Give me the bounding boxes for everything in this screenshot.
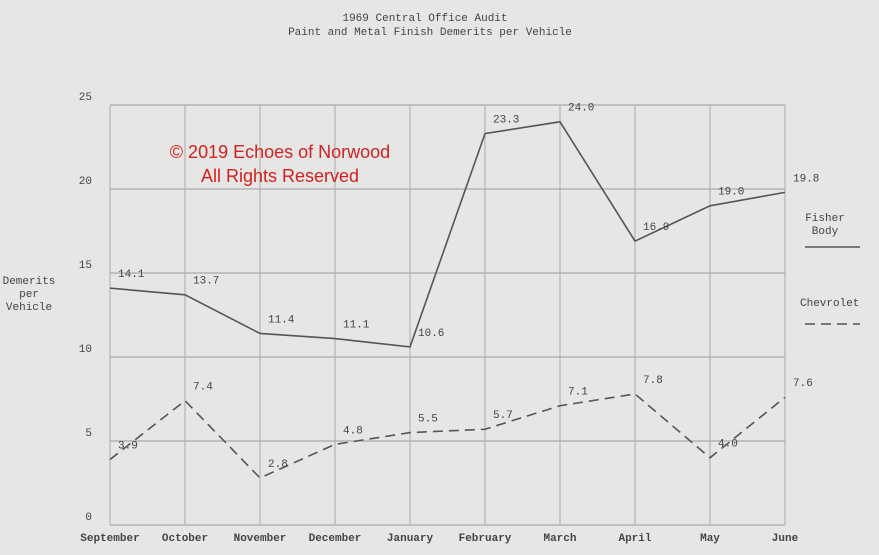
data-label: 10.6 bbox=[418, 328, 444, 340]
y-tick-label: 0 bbox=[85, 512, 92, 524]
legend-label: Chevrolet bbox=[800, 298, 860, 310]
chart-subtitle: Paint and Metal Finish Demerits per Vehi… bbox=[288, 27, 572, 39]
data-label: 23.3 bbox=[493, 114, 519, 126]
data-label: 7.4 bbox=[193, 382, 213, 394]
legend-label: Fisher Body bbox=[805, 213, 845, 238]
y-tick-label: 15 bbox=[79, 260, 92, 272]
y-axis-label: Demerits per Vehicle bbox=[2, 276, 56, 314]
x-tick-label: December bbox=[309, 533, 362, 545]
data-label: 5.5 bbox=[418, 414, 438, 426]
data-label: 11.1 bbox=[343, 319, 370, 331]
data-label: 7.8 bbox=[643, 375, 663, 387]
data-label: 4.8 bbox=[343, 425, 363, 437]
x-tick-label: March bbox=[543, 533, 576, 545]
annotation: All Rights Reserved bbox=[200, 166, 360, 186]
x-tick-label: February bbox=[459, 533, 512, 545]
data-label: 5.7 bbox=[493, 410, 513, 422]
data-label: 16.9 bbox=[643, 222, 669, 234]
x-tick-label: May bbox=[700, 533, 720, 545]
x-tick-label: January bbox=[387, 533, 434, 545]
data-label: 7.1 bbox=[568, 387, 588, 399]
y-tick-label: 25 bbox=[79, 92, 92, 104]
x-tick-label: June bbox=[772, 533, 799, 545]
x-tick-label: October bbox=[162, 533, 208, 545]
y-tick-label: 5 bbox=[85, 428, 92, 440]
x-tick-label: September bbox=[80, 533, 139, 545]
annotation: © 2019 Echoes of Norwood bbox=[169, 142, 391, 162]
x-tick-label: April bbox=[618, 533, 651, 545]
data-line bbox=[109, 120, 786, 348]
x-tick-label: November bbox=[234, 533, 287, 545]
y-tick-label: 10 bbox=[79, 344, 92, 356]
data-line bbox=[109, 393, 786, 479]
data-label: 24.0 bbox=[568, 103, 594, 115]
y-tick-label: 20 bbox=[79, 176, 92, 188]
data-label: 14.1 bbox=[118, 269, 145, 281]
data-label: 3.9 bbox=[118, 440, 138, 452]
data-label: 7.6 bbox=[793, 378, 813, 390]
data-label: 13.7 bbox=[193, 276, 219, 288]
data-label: 4.0 bbox=[718, 439, 738, 451]
data-label: 19.0 bbox=[718, 187, 744, 199]
data-label: 2.8 bbox=[268, 459, 288, 471]
data-label: 11.4 bbox=[268, 314, 295, 326]
data-label: 19.8 bbox=[793, 173, 819, 185]
chart-title: 1969 Central Office Audit bbox=[342, 13, 507, 25]
